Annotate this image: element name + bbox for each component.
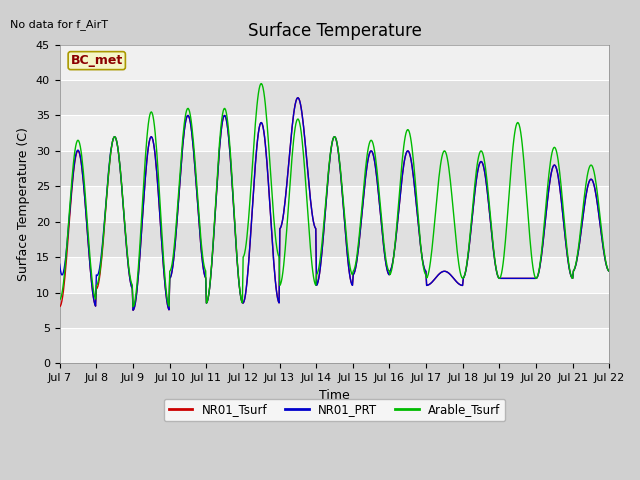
Bar bbox=[60, 292, 609, 328]
Text: No data for f_AirT: No data for f_AirT bbox=[10, 19, 108, 30]
Legend: NR01_Tsurf, NR01_PRT, Arable_Tsurf: NR01_Tsurf, NR01_PRT, Arable_Tsurf bbox=[164, 399, 505, 421]
Bar bbox=[60, 45, 609, 80]
X-axis label: Time: Time bbox=[319, 389, 350, 402]
Title: Surface Temperature: Surface Temperature bbox=[248, 22, 422, 40]
Bar bbox=[60, 328, 609, 363]
Bar bbox=[60, 222, 609, 257]
Bar bbox=[60, 151, 609, 186]
Bar bbox=[60, 115, 609, 151]
Bar bbox=[60, 186, 609, 222]
Bar bbox=[60, 257, 609, 292]
Text: BC_met: BC_met bbox=[70, 54, 123, 67]
Bar bbox=[60, 80, 609, 115]
Y-axis label: Surface Temperature (C): Surface Temperature (C) bbox=[17, 127, 30, 281]
